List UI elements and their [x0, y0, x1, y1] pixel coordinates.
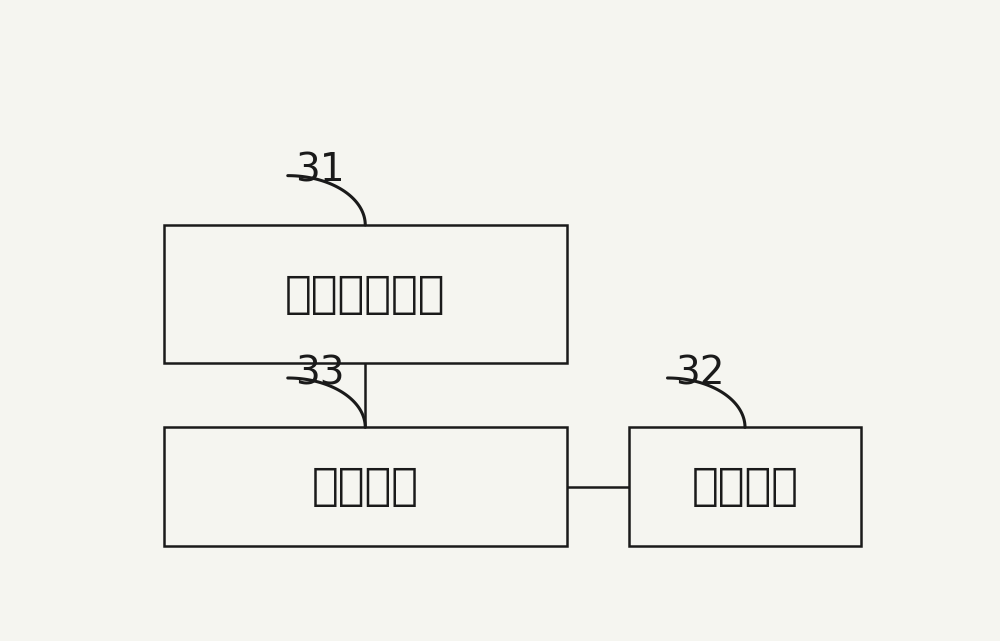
Bar	[164, 428, 567, 546]
Text: 确定单元: 确定单元	[692, 465, 798, 508]
Bar	[164, 225, 567, 363]
Text: 31: 31	[296, 152, 345, 190]
Text: 测量获得单元: 测量获得单元	[285, 272, 446, 315]
Text: 存储单元: 存储单元	[312, 465, 419, 508]
Text: 32: 32	[675, 354, 725, 392]
Bar	[629, 428, 861, 546]
Text: 33: 33	[296, 354, 345, 392]
